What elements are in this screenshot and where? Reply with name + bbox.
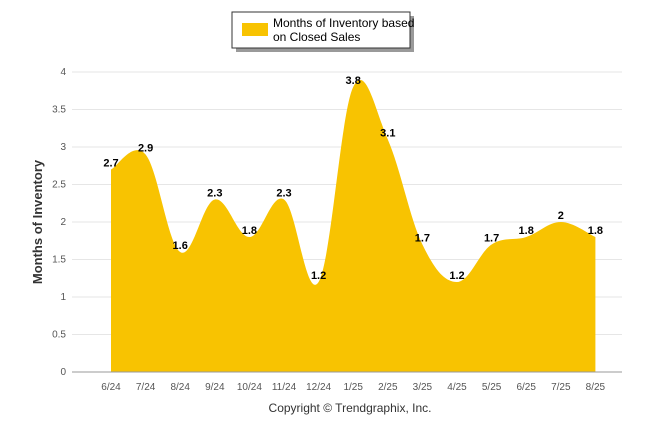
x-tick-label: 11/24: [272, 382, 297, 393]
data-label: 2.3: [207, 188, 222, 200]
y-axis-title: Months of Inventory: [30, 159, 45, 284]
series-area: [111, 79, 596, 373]
data-label: 2.7: [103, 158, 118, 170]
legend-label-line2: on Closed Sales: [273, 30, 360, 44]
legend-label-line1: Months of Inventory based: [273, 16, 414, 30]
data-label: 1.8: [519, 225, 534, 237]
y-tick-label: 3.5: [52, 105, 66, 116]
data-label: 1.8: [242, 225, 257, 237]
data-label: 2.3: [276, 188, 291, 200]
x-tick-labels: 6/24 7/24 8/24 9/24 10/24 11/24 12/24 1/25 2/25 3…: [101, 382, 605, 393]
x-tick-label: 8/24: [170, 382, 190, 393]
x-tick-label: 4/25: [447, 382, 467, 393]
x-tick-label: 12/24: [306, 382, 331, 393]
y-tick-label: 0.5: [52, 330, 66, 341]
x-tick-label: 5/25: [482, 382, 502, 393]
data-labels: 2.7 2.9 1.6 2.3 1.8 2.3 1.2 3.8 3.1 1.7 1.2 1.7 1.8 2…: [103, 75, 603, 282]
x-tick-label: 8/25: [586, 382, 606, 393]
y-tick-label: 1: [60, 292, 66, 303]
x-tick-label: 1/25: [343, 382, 363, 393]
data-label: 2: [558, 210, 564, 222]
data-label: 1.7: [415, 233, 430, 245]
data-label: 1.2: [311, 270, 326, 282]
x-tick-label: 2/25: [378, 382, 398, 393]
data-label: 2.9: [138, 143, 153, 155]
y-tick-label: 4: [60, 67, 66, 78]
legend: Months of Inventory based on Closed Sale…: [231, 11, 414, 52]
legend-swatch: [242, 23, 268, 36]
y-tick-labels: 0 0.5 1 1.5 2 2.5 3 3.5 4: [52, 67, 66, 378]
x-tick-label: 3/25: [413, 382, 433, 393]
y-tick-label: 1.5: [52, 255, 66, 266]
x-tick-label: 6/25: [516, 382, 536, 393]
x-tick-label: 6/24: [101, 382, 121, 393]
x-tick-label: 10/24: [237, 382, 262, 393]
x-tick-label: 7/24: [136, 382, 156, 393]
x-tick-label: 9/24: [205, 382, 225, 393]
x-tick-label: 7/25: [551, 382, 571, 393]
y-tick-label: 2.5: [52, 180, 66, 191]
y-tick-label: 3: [60, 142, 66, 153]
y-tick-label: 0: [60, 367, 66, 378]
y-tick-label: 2: [60, 217, 66, 228]
data-label: 3.8: [346, 75, 361, 87]
data-label: 1.6: [173, 240, 188, 252]
data-label: 1.8: [588, 225, 603, 237]
data-label: 1.2: [449, 270, 464, 282]
copyright-footer: Copyright © Trendgraphix, Inc.: [269, 401, 432, 415]
data-label: 3.1: [380, 128, 395, 140]
data-label: 1.7: [484, 233, 499, 245]
